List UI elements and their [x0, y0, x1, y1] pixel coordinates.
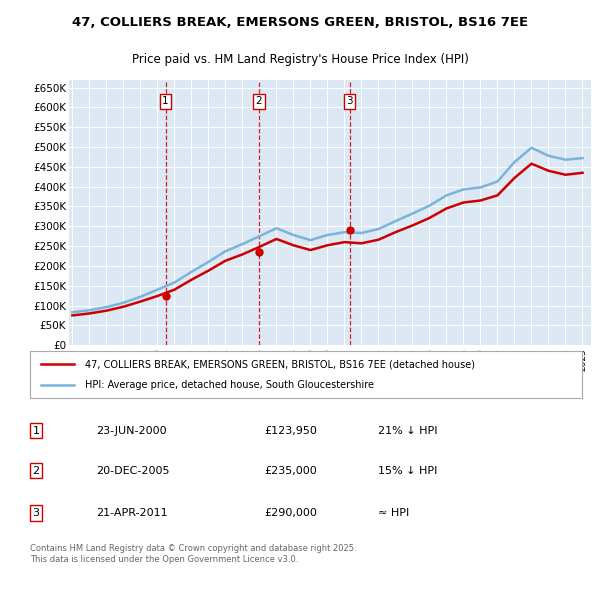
Text: 21% ↓ HPI: 21% ↓ HPI: [378, 426, 437, 435]
Text: 2: 2: [32, 466, 40, 476]
Text: 1: 1: [32, 426, 40, 435]
Text: ≈ HPI: ≈ HPI: [378, 508, 409, 518]
Text: 47, COLLIERS BREAK, EMERSONS GREEN, BRISTOL, BS16 7EE: 47, COLLIERS BREAK, EMERSONS GREEN, BRIS…: [72, 16, 528, 29]
Text: 2: 2: [256, 96, 262, 106]
Text: HPI: Average price, detached house, South Gloucestershire: HPI: Average price, detached house, Sout…: [85, 380, 374, 390]
Text: £235,000: £235,000: [264, 466, 317, 476]
Text: 21-APR-2011: 21-APR-2011: [96, 508, 167, 518]
Text: 47, COLLIERS BREAK, EMERSONS GREEN, BRISTOL, BS16 7EE (detached house): 47, COLLIERS BREAK, EMERSONS GREEN, BRIS…: [85, 359, 475, 369]
Text: Price paid vs. HM Land Registry's House Price Index (HPI): Price paid vs. HM Land Registry's House …: [131, 53, 469, 66]
Text: 15% ↓ HPI: 15% ↓ HPI: [378, 466, 437, 476]
Text: £123,950: £123,950: [264, 426, 317, 435]
Text: 20-DEC-2005: 20-DEC-2005: [96, 466, 170, 476]
Text: 3: 3: [346, 96, 353, 106]
Text: £290,000: £290,000: [264, 508, 317, 518]
Text: 23-JUN-2000: 23-JUN-2000: [96, 426, 167, 435]
Text: 1: 1: [162, 96, 169, 106]
Text: 3: 3: [32, 508, 40, 518]
Text: Contains HM Land Registry data © Crown copyright and database right 2025.
This d: Contains HM Land Registry data © Crown c…: [30, 545, 356, 564]
